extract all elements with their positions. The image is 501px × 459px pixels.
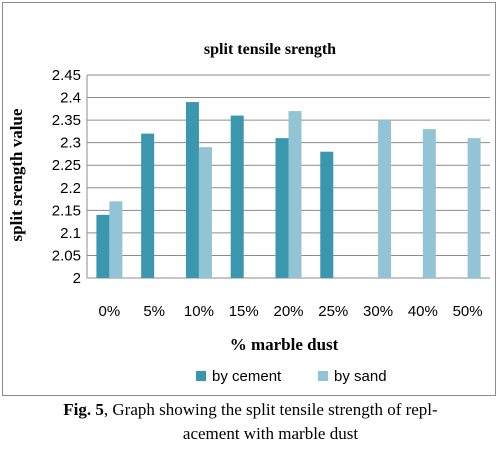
bar-by-cement-0pct [96, 214, 110, 278]
bar-by-cement-10pct [185, 102, 199, 278]
caption-line2: acement with marble dust [182, 424, 359, 443]
y-axis-label: split srength value [7, 108, 26, 241]
bar-by-cement-5pct [141, 133, 155, 278]
y-tick-label: 2.4 [60, 90, 81, 107]
legend-swatch [196, 371, 206, 381]
x-tick-label: 40% [408, 303, 438, 320]
chart-title: split tensile srength [204, 41, 336, 58]
y-tick-label: 2 [73, 270, 81, 287]
x-tick-label: 50% [453, 303, 483, 320]
x-tick-label: 10% [184, 303, 214, 320]
y-tick-label: 2.3 [60, 135, 81, 152]
y-tick-label: 2.05 [52, 247, 81, 264]
bar-by-sand-20pct [288, 111, 302, 278]
x-axis-label: % marble dust [230, 335, 339, 354]
legend-label: by sand [334, 368, 387, 385]
y-tick-label: 2.35 [52, 112, 81, 129]
x-tick-label: 20% [273, 303, 303, 320]
axes: 2 2.05 2.1 2.15 2.2 2.25 2.3 2.35 2.4 2.45 0% 5% 10%… [52, 67, 483, 320]
x-tick-label: 15% [229, 303, 259, 320]
x-tick-label: 0% [99, 303, 121, 320]
x-tick-label: 25% [318, 303, 348, 320]
y-tick-label: 2.1 [60, 225, 81, 242]
bar-by-cement-15pct [230, 115, 244, 278]
bars [96, 102, 481, 278]
bar-by-sand-50pct [467, 138, 481, 278]
y-tick-label: 2.45 [52, 67, 81, 84]
x-tick-label: 5% [143, 303, 165, 320]
figure-caption: Fig. 5, Graph showing the split tensile … [0, 398, 501, 446]
bar-by-cement-25pct [320, 151, 334, 278]
y-tick-label: 2.15 [52, 202, 81, 219]
legend-label: by cement [212, 368, 282, 385]
y-tick-label: 2.25 [52, 157, 81, 174]
bar-by-sand-0pct [109, 201, 123, 278]
legend-swatch [318, 371, 328, 381]
legend: by cement by sand [196, 368, 387, 385]
bar-by-cement-20pct [275, 138, 289, 278]
caption-fig-label: Fig. 5 [63, 400, 104, 419]
bar-by-sand-40pct [422, 129, 436, 278]
caption-line1: , Graph showing the split tensile streng… [103, 400, 438, 419]
x-tick-label: 30% [363, 303, 393, 320]
bar-by-sand-10pct [198, 147, 212, 278]
bar-chart: 2 2.05 2.1 2.15 2.2 2.25 2.3 2.35 2.4 2.45 0% 5% 10%… [7, 41, 490, 385]
y-tick-label: 2.2 [60, 180, 81, 197]
chart-frame [2, 2, 496, 396]
bar-by-sand-30pct [378, 120, 392, 278]
